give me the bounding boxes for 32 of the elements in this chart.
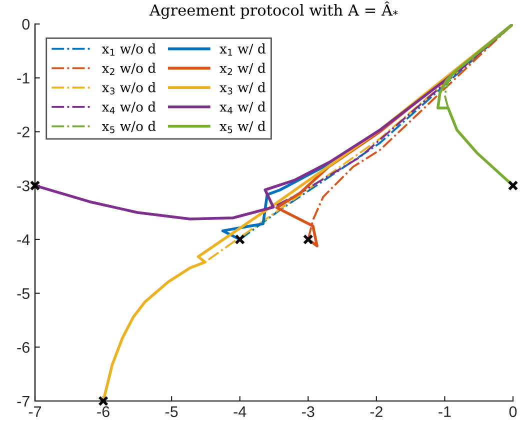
chart-title: Agreement protocol with A = Â$_{*}$: [149, 1, 398, 19]
legend-label: x$_{2}$ w/o d: [102, 62, 156, 75]
x-tick-label: -5: [165, 406, 178, 418]
x-tick-label: -3: [302, 406, 314, 418]
x-tick-label: -6: [97, 406, 110, 418]
point: [30, 180, 40, 191]
legend-label: x$_{4}$ w/ d: [220, 102, 266, 114]
legend-label: x$_{5}$ w/ d: [220, 120, 266, 134]
legend-label: x$_{1}$ w/o d: [102, 43, 156, 56]
x-tick-label: -7: [28, 406, 42, 417]
point: [98, 396, 108, 406]
x-tick-label: -2: [370, 406, 382, 417]
y-tick-label: -2: [17, 126, 30, 138]
x-tick-label: -1: [438, 406, 451, 417]
legend-label: x$_{3}$ w/o d: [102, 82, 156, 94]
legend-label: x$_{1}$ w/ d: [220, 43, 266, 56]
x-tick-label: 0: [509, 406, 517, 418]
legend-label: x$_{5}$ w/o d: [102, 120, 156, 134]
legend-label: x$_{3}$ w/ d: [220, 82, 266, 94]
point: [508, 180, 518, 191]
x-tick-label: -4: [234, 406, 246, 417]
point: [302, 234, 314, 245]
y-tick-label: -3: [17, 180, 30, 192]
legend-label: x$_{2}$ w/ d: [220, 62, 266, 75]
y-tick-label: -6: [17, 342, 30, 353]
y-tick-label: -5: [17, 288, 30, 299]
y-tick-label: -7: [17, 396, 30, 407]
point: [234, 234, 246, 245]
y-tick-label: -4: [17, 234, 30, 245]
legend-label: x$_{4}$ w/o d: [102, 102, 156, 114]
y-tick-label: 0: [22, 18, 30, 30]
y-tick-label: -1: [17, 72, 30, 84]
